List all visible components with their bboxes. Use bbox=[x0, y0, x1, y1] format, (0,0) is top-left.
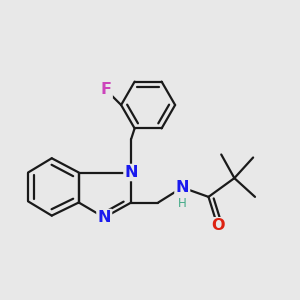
Text: F: F bbox=[100, 82, 112, 98]
Text: H: H bbox=[178, 197, 187, 210]
Text: N: N bbox=[124, 165, 138, 180]
Text: O: O bbox=[211, 218, 224, 233]
Text: N: N bbox=[176, 180, 189, 195]
Text: N: N bbox=[98, 210, 111, 225]
